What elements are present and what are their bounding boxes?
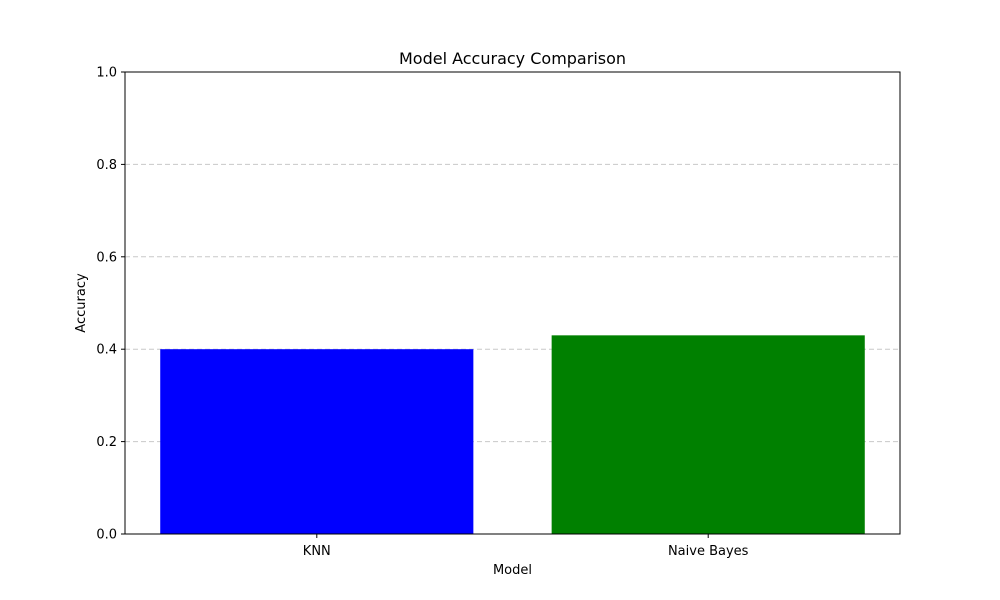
plot-frame [124, 71, 901, 535]
chart-title: Model Accuracy Comparison [399, 49, 626, 68]
x-axis-ticks: KNN Naive Bayes [303, 534, 749, 559]
y-tick-label: 0.0 [96, 528, 117, 543]
y-tick-label: 1.0 [96, 66, 117, 81]
y-tick-label: 0.6 [96, 250, 117, 265]
y-tick-label: 0.8 [96, 158, 117, 173]
y-axis-ticks: 0.0 0.2 0.4 0.6 0.8 1.0 [96, 66, 125, 543]
bar-naive-bayes [551, 335, 865, 534]
bar-knn [160, 349, 474, 534]
y-axis-label: Accuracy [74, 273, 89, 333]
x-tick-label: Naive Bayes [668, 544, 749, 559]
y-tick-label: 0.2 [96, 435, 117, 450]
y-tick-label: 0.4 [96, 343, 117, 358]
x-tick-label: KNN [303, 544, 331, 559]
x-axis-label: Model [493, 563, 532, 578]
bars [160, 335, 865, 534]
